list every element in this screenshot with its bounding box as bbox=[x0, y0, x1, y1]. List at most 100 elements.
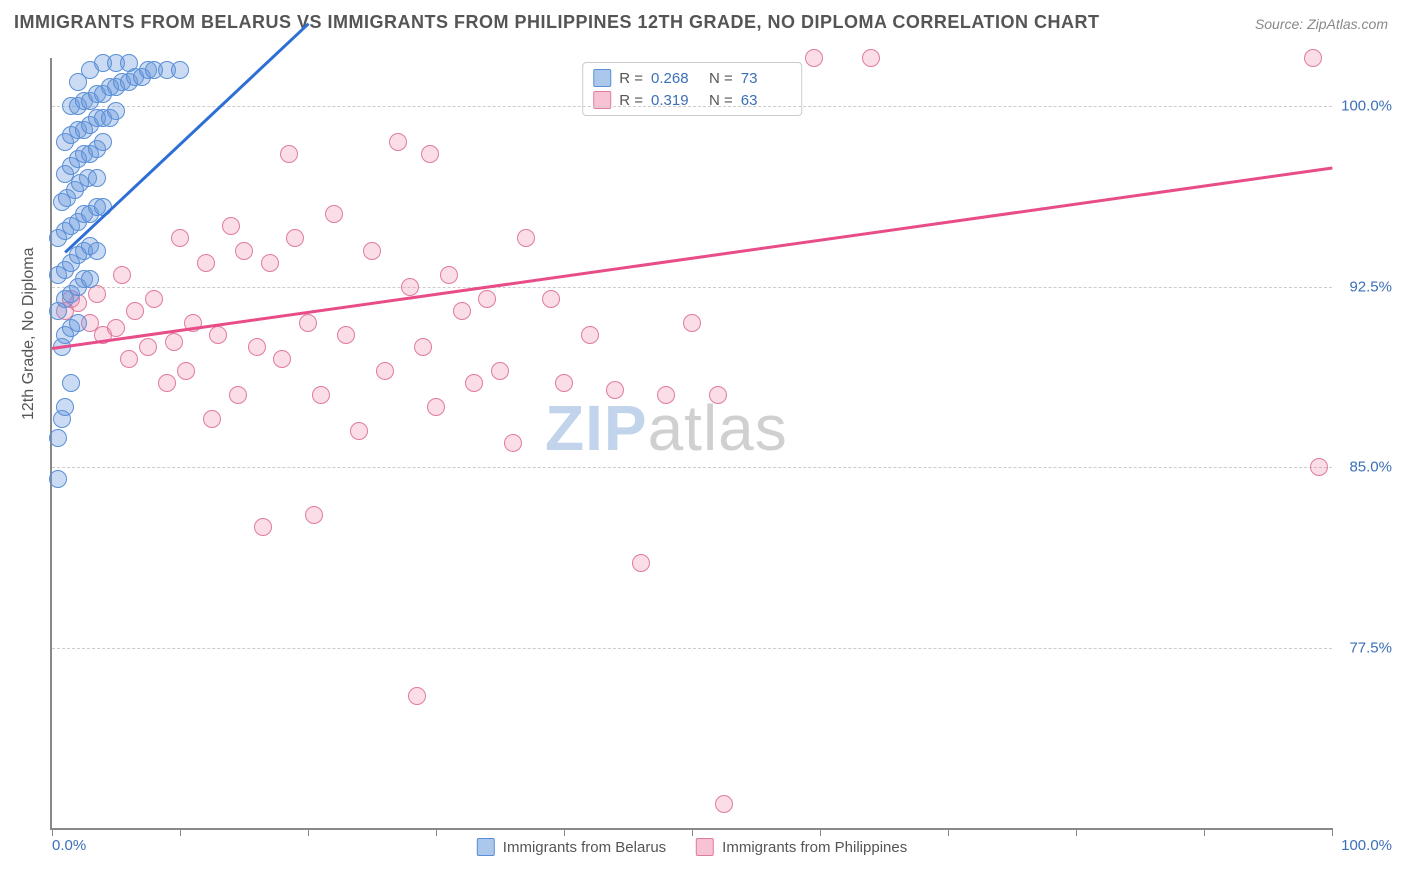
legend-row-belarus: R = 0.268 N = 73 bbox=[593, 67, 791, 89]
point-philippines bbox=[414, 338, 432, 356]
point-philippines bbox=[363, 242, 381, 260]
point-philippines bbox=[632, 554, 650, 572]
x-tick bbox=[692, 828, 693, 836]
point-philippines bbox=[440, 266, 458, 284]
x-tick bbox=[1204, 828, 1205, 836]
point-philippines bbox=[197, 254, 215, 272]
legend-label: Immigrants from Belarus bbox=[503, 839, 666, 856]
y-gridline bbox=[52, 287, 1332, 288]
point-belarus bbox=[49, 470, 67, 488]
source-prefix: Source: bbox=[1255, 16, 1307, 32]
point-belarus bbox=[120, 54, 138, 72]
point-belarus bbox=[88, 169, 106, 187]
point-philippines bbox=[555, 374, 573, 392]
point-belarus bbox=[94, 133, 112, 151]
n-value: 73 bbox=[741, 70, 791, 87]
point-philippines bbox=[517, 229, 535, 247]
point-philippines bbox=[209, 326, 227, 344]
x-tick bbox=[180, 828, 181, 836]
point-belarus bbox=[107, 102, 125, 120]
point-philippines bbox=[657, 386, 675, 404]
x-tick bbox=[1076, 828, 1077, 836]
point-philippines bbox=[139, 338, 157, 356]
point-philippines bbox=[1304, 49, 1322, 67]
point-belarus bbox=[69, 314, 87, 332]
point-philippines bbox=[254, 518, 272, 536]
x-tick bbox=[1332, 828, 1333, 836]
point-philippines bbox=[709, 386, 727, 404]
point-philippines bbox=[120, 350, 138, 368]
point-philippines bbox=[235, 242, 253, 260]
point-philippines bbox=[401, 278, 419, 296]
point-philippines bbox=[145, 290, 163, 308]
x-axis-start-label: 0.0% bbox=[52, 837, 86, 854]
y-gridline bbox=[52, 106, 1332, 107]
point-philippines bbox=[165, 333, 183, 351]
point-philippines bbox=[376, 362, 394, 380]
legend-row-philippines: R = 0.319 N = 63 bbox=[593, 89, 791, 111]
point-belarus bbox=[49, 429, 67, 447]
point-philippines bbox=[177, 362, 195, 380]
legend-item-philippines: Immigrants from Philippines bbox=[696, 838, 907, 856]
point-belarus bbox=[62, 374, 80, 392]
point-philippines bbox=[312, 386, 330, 404]
point-philippines bbox=[542, 290, 560, 308]
y-axis-label: 12th Grade, No Diploma bbox=[20, 247, 38, 420]
r-label: R = bbox=[619, 70, 643, 87]
point-philippines bbox=[427, 398, 445, 416]
point-belarus bbox=[56, 398, 74, 416]
point-philippines bbox=[504, 434, 522, 452]
point-belarus bbox=[69, 73, 87, 91]
point-philippines bbox=[606, 381, 624, 399]
point-belarus bbox=[88, 242, 106, 260]
y-tick-label: 92.5% bbox=[1337, 278, 1392, 295]
x-tick bbox=[564, 828, 565, 836]
source-attribution: Source: ZipAtlas.com bbox=[1255, 16, 1388, 32]
chart-title: IMMIGRANTS FROM BELARUS VS IMMIGRANTS FR… bbox=[14, 12, 1100, 33]
source-link[interactable]: ZipAtlas.com bbox=[1307, 16, 1388, 32]
point-philippines bbox=[805, 49, 823, 67]
n-label: N = bbox=[709, 70, 733, 87]
point-philippines bbox=[581, 326, 599, 344]
point-philippines bbox=[203, 410, 221, 428]
point-philippines bbox=[222, 217, 240, 235]
point-philippines bbox=[107, 319, 125, 337]
point-philippines bbox=[273, 350, 291, 368]
point-philippines bbox=[299, 314, 317, 332]
point-philippines bbox=[280, 145, 298, 163]
point-philippines bbox=[683, 314, 701, 332]
series-legend: Immigrants from Belarus Immigrants from … bbox=[477, 838, 907, 856]
swatch-blue-icon bbox=[593, 69, 611, 87]
point-philippines bbox=[715, 795, 733, 813]
point-philippines bbox=[478, 290, 496, 308]
point-belarus bbox=[171, 61, 189, 79]
point-philippines bbox=[229, 386, 247, 404]
point-philippines bbox=[325, 205, 343, 223]
legend-item-belarus: Immigrants from Belarus bbox=[477, 838, 666, 856]
swatch-pink-icon bbox=[696, 838, 714, 856]
point-philippines bbox=[305, 506, 323, 524]
point-philippines bbox=[126, 302, 144, 320]
x-tick bbox=[436, 828, 437, 836]
point-philippines bbox=[113, 266, 131, 284]
y-tick-label: 77.5% bbox=[1337, 639, 1392, 656]
point-philippines bbox=[465, 374, 483, 392]
x-tick bbox=[820, 828, 821, 836]
point-philippines bbox=[158, 374, 176, 392]
plot-area: R = 0.268 N = 73 R = 0.319 N = 63 ZIPatl… bbox=[50, 58, 1332, 830]
x-tick bbox=[308, 828, 309, 836]
point-philippines bbox=[408, 687, 426, 705]
point-philippines bbox=[337, 326, 355, 344]
y-tick-label: 85.0% bbox=[1337, 459, 1392, 476]
x-tick bbox=[52, 828, 53, 836]
point-philippines bbox=[350, 422, 368, 440]
correlation-legend: R = 0.268 N = 73 R = 0.319 N = 63 bbox=[582, 62, 802, 116]
y-tick-label: 100.0% bbox=[1337, 98, 1392, 115]
point-belarus bbox=[81, 270, 99, 288]
r-value: 0.268 bbox=[651, 70, 701, 87]
x-axis-end-label: 100.0% bbox=[1337, 837, 1392, 854]
point-philippines bbox=[421, 145, 439, 163]
point-philippines bbox=[1310, 458, 1328, 476]
legend-label: Immigrants from Philippines bbox=[722, 839, 907, 856]
y-gridline bbox=[52, 467, 1332, 468]
